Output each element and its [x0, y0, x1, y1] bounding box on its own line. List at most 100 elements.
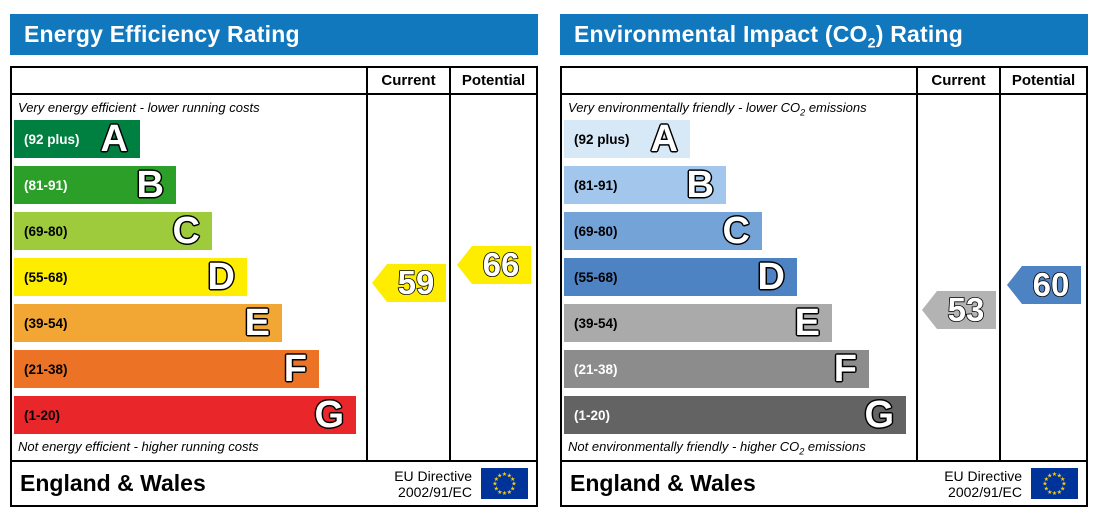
energy-efficiency-panel: Energy Efficiency Rating Current Potenti…	[10, 14, 538, 507]
environmental-panel-title: Environmental Impact (CO2) Rating	[560, 14, 1088, 55]
svg-text:★: ★	[1057, 472, 1062, 479]
current-rating-arrow: 53	[921, 290, 996, 329]
bands-area: Very energy efficient - lower running co…	[12, 95, 368, 460]
svg-text:★: ★	[1044, 476, 1049, 483]
band-range-label: (21-38)	[574, 361, 618, 377]
environmental-impact-panel: Environmental Impact (CO2) Rating Curren…	[560, 14, 1088, 507]
svg-text:59: 59	[397, 264, 434, 301]
current-value-column: 53	[918, 95, 1001, 460]
table-footer-row: England & Wales EU Directive 2002/91/EC …	[562, 460, 1086, 505]
table-footer-row: England & Wales EU Directive 2002/91/EC …	[12, 460, 536, 505]
band-letter: D	[757, 256, 785, 298]
region-label: England & Wales	[570, 470, 756, 496]
band-b: (81-91) B	[564, 166, 726, 204]
band-range-label: (1-20)	[574, 407, 611, 423]
band-g: (1-20) G	[564, 396, 906, 434]
band-range-label: (69-80)	[24, 223, 68, 239]
potential-column-header: Potential	[1001, 68, 1086, 95]
table-header-row: Current Potential	[562, 68, 1086, 95]
potential-value-column: 66	[451, 95, 536, 460]
svg-text:★: ★	[507, 472, 512, 479]
band-letter: D	[207, 256, 235, 298]
band-g: (1-20) G	[14, 396, 356, 434]
svg-text:★: ★	[1057, 489, 1062, 496]
table-body-row: Very environmentally friendly - lower CO…	[562, 95, 1086, 460]
table-header-row: Current Potential	[12, 68, 536, 95]
band-c: (69-80) C	[564, 212, 762, 250]
band-range-label: (69-80)	[574, 223, 618, 239]
svg-text:★: ★	[510, 476, 515, 483]
band-letter: B	[136, 164, 164, 206]
band-b: (81-91) B	[14, 166, 176, 204]
svg-text:★: ★	[494, 476, 499, 483]
band-range-label: (39-54)	[574, 315, 618, 331]
title-text: Energy Efficiency Rating	[24, 21, 300, 47]
potential-value-column: 60	[1001, 95, 1086, 460]
band-range-label: (81-91)	[24, 177, 68, 193]
svg-text:★: ★	[494, 485, 499, 492]
eu-flag-icon: ★ ★★★★★★★★★★★	[481, 468, 528, 499]
svg-text:★: ★	[511, 481, 516, 488]
svg-text:★: ★	[1052, 471, 1057, 478]
band-a: (92 plus) A	[564, 120, 690, 158]
svg-text:★: ★	[497, 489, 502, 496]
current-column-header: Current	[918, 68, 1001, 95]
bottom-note: Not energy efficient - higher running co…	[18, 439, 259, 454]
band-c: (69-80) C	[14, 212, 212, 250]
band-range-label: (92 plus)	[24, 131, 80, 147]
band-list: (92 plus) A (81-91) B (69-80) C (55-68) D (3…	[562, 120, 916, 434]
band-range-label: (39-54)	[24, 315, 68, 331]
current-column-header: Current	[368, 68, 451, 95]
band-letter: A	[100, 118, 128, 160]
band-f: (21-38) F	[14, 350, 319, 388]
band-range-label: (92 plus)	[574, 131, 630, 147]
band-e: (39-54) E	[564, 304, 832, 342]
eu-directive-label: EU Directive 2002/91/EC	[394, 467, 472, 500]
energy-rating-table: Current Potential Very energy efficient …	[10, 66, 538, 507]
top-note: Very environmentally friendly - lower CO…	[568, 100, 867, 118]
potential-column-header: Potential	[451, 68, 536, 95]
svg-text:★: ★	[492, 481, 497, 488]
band-range-label: (55-68)	[574, 269, 618, 285]
band-letter: E	[244, 302, 270, 344]
svg-text:★: ★	[1061, 481, 1066, 488]
svg-text:★: ★	[507, 489, 512, 496]
table-body-row: Very energy efficient - lower running co…	[12, 95, 536, 460]
band-d: (55-68) D	[14, 258, 247, 296]
bottom-note: Not environmentally friendly - higher CO…	[568, 439, 866, 457]
svg-text:★: ★	[502, 471, 507, 478]
band-range-label: (55-68)	[24, 269, 68, 285]
band-f: (21-38) F	[564, 350, 869, 388]
svg-text:★: ★	[510, 485, 515, 492]
top-note: Very energy efficient - lower running co…	[18, 100, 260, 115]
band-d: (55-68) D	[564, 258, 797, 296]
region-label: England & Wales	[20, 470, 206, 496]
co2-rating-table: Current Potential Very environmentally f…	[560, 66, 1088, 507]
energy-panel-title: Energy Efficiency Rating	[10, 14, 538, 55]
band-range-label: (81-91)	[574, 177, 618, 193]
svg-text:60: 60	[1032, 266, 1069, 303]
potential-rating-arrow: 66	[456, 245, 531, 284]
header-spacer-cell	[12, 68, 368, 95]
band-range-label: (1-20)	[24, 407, 61, 423]
current-rating-arrow: 59	[371, 263, 446, 302]
band-letter: E	[794, 302, 820, 344]
band-letter: A	[650, 118, 678, 160]
current-value-column: 59	[368, 95, 451, 460]
title-text: Environmental Impact (CO2) Rating	[574, 21, 963, 52]
band-e: (39-54) E	[14, 304, 282, 342]
svg-text:★: ★	[1047, 489, 1052, 496]
band-letter: C	[722, 210, 750, 252]
svg-text:★: ★	[1060, 485, 1065, 492]
svg-text:★: ★	[497, 472, 502, 479]
header-spacer-cell	[562, 68, 918, 95]
band-letter: F	[833, 348, 857, 390]
bands-area: Very environmentally friendly - lower CO…	[562, 95, 918, 460]
band-letter: G	[314, 394, 344, 436]
band-range-label: (21-38)	[24, 361, 68, 377]
svg-text:★: ★	[1042, 481, 1047, 488]
eu-flag-icon: ★ ★★★★★★★★★★★	[1031, 468, 1078, 499]
band-letter: F	[283, 348, 307, 390]
band-list: (92 plus) A (81-91) B (69-80) C (55-68) D (3…	[12, 120, 366, 434]
